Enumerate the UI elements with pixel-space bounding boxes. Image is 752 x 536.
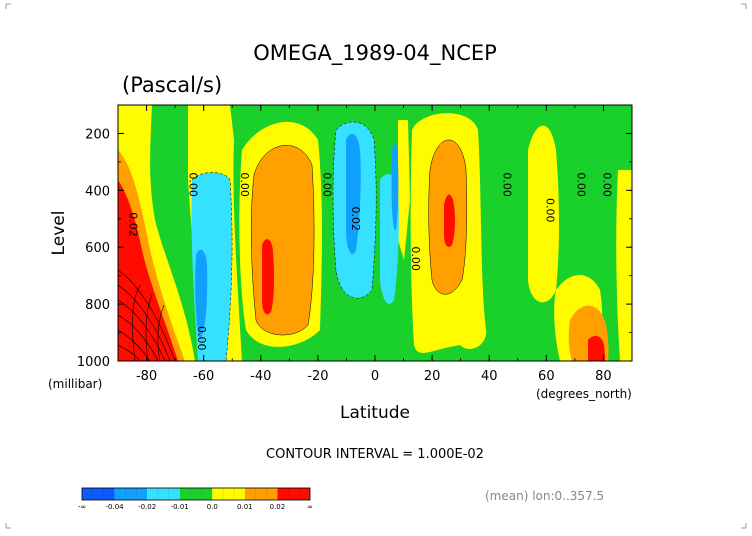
contour-red-core <box>118 180 178 361</box>
colorbar-frame <box>81 487 311 501</box>
contour-yellow-band <box>616 170 632 361</box>
colorbar-swatch <box>212 488 245 500</box>
y-tick-label: 200 <box>85 127 110 142</box>
contour-label: 0.00 <box>321 172 334 197</box>
contour-red-core <box>444 194 456 247</box>
y-axis-unit: (millibar) <box>48 377 102 391</box>
x-tick-label: -60 <box>193 369 214 384</box>
chart-subtitle: (Pascal/s) <box>122 73 222 97</box>
colorbar-swatch <box>147 488 180 500</box>
colorbar-label: 0.01 <box>237 503 253 511</box>
contour-label: 0.02 <box>349 207 362 232</box>
x-tick-label: -40 <box>250 369 271 384</box>
contour-label: 0.02 <box>126 212 139 237</box>
x-axis-unit: (degrees_north) <box>536 387 632 401</box>
x-tick-label: 80 <box>595 369 612 384</box>
contour-yellow-band <box>528 125 559 303</box>
colorbar-label: -0.01 <box>171 503 189 511</box>
y-tick-label: 400 <box>85 184 110 199</box>
colorbar-swatch <box>179 488 213 500</box>
y-tick-label: 600 <box>85 241 110 256</box>
colorbar-swatch <box>244 488 278 500</box>
contour-orange-band <box>251 145 315 336</box>
y-tick-label: 1000 <box>77 355 110 370</box>
colorbar: -∞ -0.04 -0.02 -0.01 0.0 0.01 0.02 ∞ <box>78 487 313 511</box>
y-axis: 200 400 600 800 1000 <box>77 104 632 370</box>
contour-yellow-band <box>398 120 410 260</box>
x-tick-label: 20 <box>424 369 441 384</box>
contour-blue-core <box>346 134 361 254</box>
contour-label: 0.00 <box>501 172 514 197</box>
averaging-note: (mean) lon:0..357.5 <box>485 489 604 503</box>
x-axis-title: Latitude <box>340 403 410 423</box>
colorbar-label: -∞ <box>78 503 86 511</box>
contour-blue-core <box>391 144 399 231</box>
contour-labels: 0.02 0.00 0.00 0.00 0.02 0.00 0.00 0.00 0.00 0.00… <box>126 172 613 350</box>
contour-field <box>118 105 632 361</box>
colorbar-label: 0.02 <box>270 503 286 511</box>
x-tick-label: -80 <box>136 369 157 384</box>
contour-label: 0.00 <box>409 246 422 271</box>
x-tick-label: -20 <box>307 369 328 384</box>
x-tick-label: 0 <box>371 369 379 384</box>
contour-label: 0.00 <box>575 172 588 197</box>
x-axis: -80 -60 -40 -20 0 20 40 60 80 <box>117 105 633 384</box>
colorbar-swatch <box>82 488 115 500</box>
contour-blue-core <box>195 249 208 340</box>
colorbar-label: -0.04 <box>106 503 125 511</box>
x-tick-label: 60 <box>538 369 555 384</box>
contour-label: 0.00 <box>238 172 251 197</box>
crop-marks <box>5 3 747 529</box>
dense-contour-lines <box>118 269 176 361</box>
colorbar-label: 0.0 <box>207 503 218 511</box>
contour-outlines <box>191 121 468 361</box>
colorbar-label: ∞ <box>307 503 313 511</box>
contour-label: 0.00 <box>600 172 613 197</box>
contour-label: 0.00 <box>195 326 208 351</box>
colorbar-swatch <box>277 488 310 500</box>
colorbar-swatch <box>114 488 148 500</box>
contour-label: 0.00 <box>543 198 556 223</box>
y-axis-title: Level <box>49 211 69 256</box>
contour-red-core <box>262 239 275 315</box>
contour-interval-note: CONTOUR INTERVAL = 1.000E-02 <box>266 447 484 462</box>
contour-label: 0.00 <box>186 172 199 197</box>
chart-title: OMEGA_1989-04_NCEP <box>253 41 497 66</box>
x-tick-label: 40 <box>481 369 498 384</box>
contour-red-core <box>588 335 605 361</box>
y-tick-label: 800 <box>85 298 110 313</box>
colorbar-label: -0.02 <box>138 503 156 511</box>
